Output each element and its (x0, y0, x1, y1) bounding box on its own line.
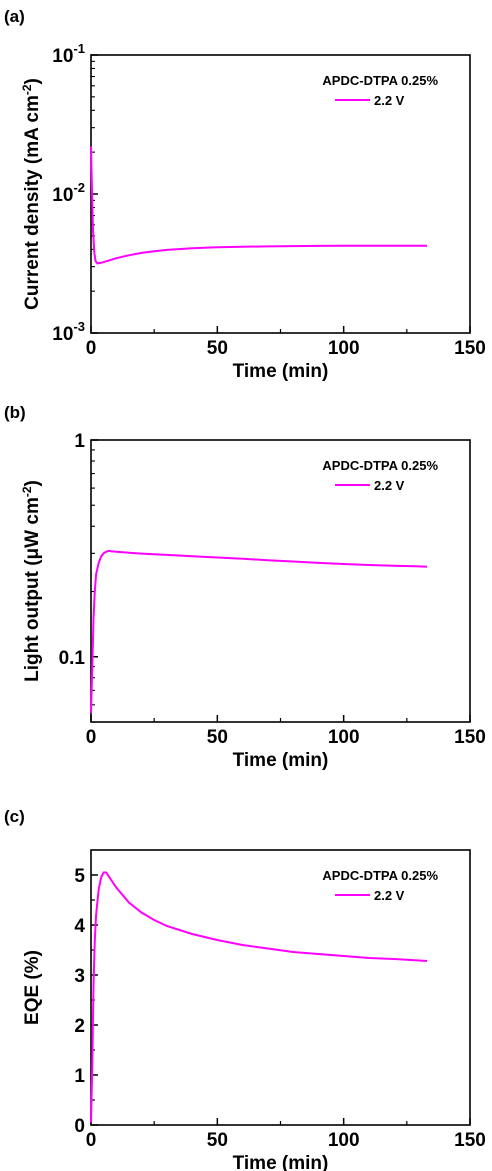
y-axis-title: Current density (mA cm-2) (20, 78, 43, 310)
x-tick-label: 0 (86, 338, 97, 359)
x-tick-label: 100 (328, 727, 360, 748)
x-tick-label: 100 (328, 1130, 360, 1151)
axis-ticks (90, 874, 471, 1126)
y-tick-label: 4 (74, 916, 85, 937)
legend-title: APDC-DTPA 0.25% (322, 73, 438, 88)
y-tick-label: 5 (74, 866, 85, 887)
plot-frame (90, 439, 471, 723)
y-axis-title-main: EQE (%) (22, 950, 43, 1025)
legend-series-label: 2.2 V (374, 93, 405, 108)
y-axis-title-close: ) (22, 480, 43, 486)
y-tick-labels: 0.11 (59, 431, 86, 669)
panel-b: (b) 0 50 100 150 0.11 Time (min) Light outp… (4, 403, 486, 771)
y-tick-label: 10-2 (52, 180, 85, 206)
legend-title: APDC-DTPA 0.25% (322, 458, 438, 473)
y-axis-title-close: ) (22, 78, 43, 84)
x-tick-label: 0 (86, 727, 97, 748)
series-line (90, 871, 428, 1123)
x-tick-label: 0 (86, 1130, 97, 1151)
y-tick-label: 10-3 (52, 319, 85, 345)
legend-series-label: 2.2 V (374, 888, 405, 903)
plot-frame (90, 849, 471, 1126)
x-tick-label: 150 (454, 338, 486, 359)
y-tick-labels: 10-3 10-2 10-1 (52, 41, 85, 345)
y-axis-title: EQE (%) (22, 950, 43, 1025)
y-axis-title-superscript: -2 (20, 84, 34, 95)
x-tick-label: 100 (328, 338, 360, 359)
y-tick-labels: 0 1 2 3 4 5 (74, 866, 85, 1137)
x-tick-labels: 0 50 100 150 (86, 1130, 486, 1151)
panel-a: (a) 0 50 100 150 10-3 10-2 10-1 Time (min) Cu… (4, 7, 486, 382)
y-tick-label: 2 (74, 1016, 85, 1037)
y-axis-title-main: Current density (mA cm (22, 95, 43, 310)
x-tick-labels: 0 50 100 150 (86, 727, 486, 748)
y-tick-label: 1 (74, 431, 85, 452)
x-tick-label: 150 (454, 727, 486, 748)
series-line (90, 146, 427, 265)
x-axis-title: Time (min) (233, 750, 329, 771)
x-tick-label: 50 (207, 727, 228, 748)
x-tick-label: 50 (207, 1130, 228, 1151)
legend-title: APDC-DTPA 0.25% (322, 868, 438, 883)
panel-label-b: (b) (4, 403, 26, 422)
panel-label-a: (a) (4, 7, 25, 26)
axis-ticks (90, 54, 471, 334)
x-axis-title: Time (min) (233, 361, 329, 382)
y-tick-label: 0 (74, 1116, 85, 1137)
x-axis-title: Time (min) (233, 1153, 329, 1171)
y-tick-label: 0.1 (59, 648, 86, 669)
y-tick-label: 1 (74, 1066, 85, 1087)
y-axis-title-superscript: -2 (20, 486, 34, 497)
y-tick-label: 3 (74, 966, 85, 987)
series-line (90, 549, 428, 714)
y-axis-title: Light output (μW cm-2) (20, 480, 43, 682)
y-axis-title-main: Light output (μW cm (22, 497, 43, 682)
x-tick-label: 150 (454, 1130, 486, 1151)
x-tick-labels: 0 50 100 150 (86, 338, 486, 359)
plot-frame (90, 54, 471, 334)
y-tick-label: 10-1 (52, 41, 85, 67)
legend-series-label: 2.2 V (374, 478, 405, 493)
x-tick-label: 50 (207, 338, 228, 359)
axis-ticks (90, 439, 471, 723)
panel-label-c: (c) (4, 807, 25, 826)
